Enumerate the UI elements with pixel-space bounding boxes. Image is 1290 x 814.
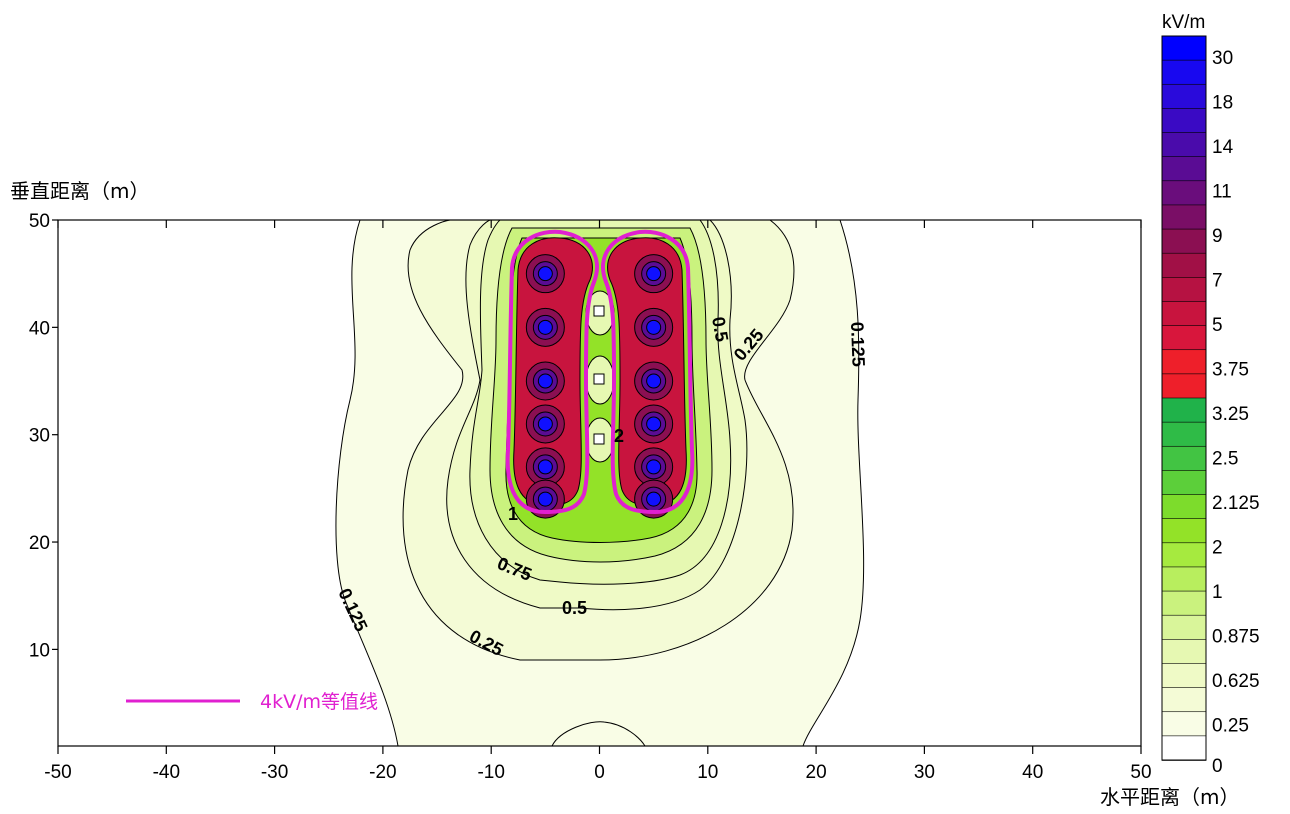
colorbar-swatch	[1161, 156, 1207, 182]
x-tick-label: -10	[477, 762, 504, 783]
colorbar-swatch	[1161, 566, 1207, 592]
source-point	[537, 491, 553, 507]
source-point	[646, 373, 662, 389]
contour-label: 1	[508, 504, 518, 524]
source-point	[537, 319, 553, 335]
y-tick-label: 50	[29, 211, 50, 232]
x-axis: -50 -40 -30 -20 -10 0 10 20 30 40 50	[44, 220, 1152, 783]
colorbar-swatch	[1161, 204, 1207, 230]
colorbar-label: 1	[1212, 582, 1223, 603]
iso-4kv-right	[601, 229, 695, 515]
colorbar-swatch	[1161, 542, 1207, 568]
colorbar-swatch	[1161, 228, 1207, 254]
x-tick-label: 0	[594, 762, 605, 783]
y-axis-title: 垂直距离（m）	[10, 179, 149, 203]
source-point	[646, 266, 662, 282]
colorbar-swatch	[1161, 132, 1207, 158]
y-tick-label: 40	[29, 318, 50, 339]
colorbar-swatch	[1161, 35, 1207, 61]
colorbar-label: 5	[1212, 315, 1223, 336]
colorbar-swatch	[1161, 687, 1207, 713]
plot-area	[58, 220, 1141, 746]
colorbar-label: 0.875	[1212, 627, 1260, 648]
legend-label: 4kV/m等值线	[260, 691, 378, 713]
colorbar-swatch	[1161, 445, 1207, 472]
colorbar-swatch	[1161, 397, 1207, 423]
colorbar-swatch	[1161, 663, 1207, 689]
iso-4kv-left	[505, 229, 599, 515]
colorbar-swatch	[1161, 83, 1207, 110]
ground-contour	[551, 721, 646, 746]
colorbar-swatch	[1161, 373, 1207, 399]
colorbar-label: 2.5	[1212, 449, 1238, 470]
contour-label: 0.5	[562, 598, 587, 618]
colorbar-swatch	[1161, 180, 1207, 206]
source-point	[646, 491, 662, 507]
y-axis: 50 40 30 20 10	[29, 211, 58, 661]
x-tick-label: -20	[369, 762, 396, 783]
colorbar-swatch	[1161, 639, 1207, 665]
colorbar-swatch	[1161, 421, 1207, 448]
source-point	[537, 459, 553, 475]
colorbar-swatch	[1161, 470, 1207, 496]
colorbar-label: 2.125	[1212, 493, 1260, 514]
center-islands	[585, 290, 615, 463]
source-point	[537, 416, 553, 432]
source-point	[646, 416, 662, 432]
colorbar-swatch	[1161, 301, 1207, 327]
colorbar: kV/m 30 18 14 11 9 7 5 3.75 3.25 2.5 2.125 2 1 0.875 0…	[1161, 12, 1260, 777]
source-point	[646, 459, 662, 475]
contour-label: 2	[614, 426, 624, 446]
x-tick-label: 10	[697, 762, 718, 783]
colorbar-label: 11	[1212, 182, 1232, 203]
y-tick-label: 20	[29, 533, 50, 554]
y-tick-label: 30	[29, 426, 50, 447]
colorbar-label: 7	[1212, 271, 1223, 292]
colorbar-swatch	[1161, 711, 1207, 737]
colorbar-swatch	[1161, 735, 1207, 761]
colorbar-swatch	[1161, 590, 1207, 616]
colorbar-swatch	[1161, 325, 1207, 351]
x-tick-label: 20	[806, 762, 827, 783]
x-axis-title: 水平距离（m）	[1100, 785, 1239, 809]
x-tick-label: 40	[1022, 762, 1043, 783]
legend: 4kV/m等值线	[126, 691, 378, 713]
colorbar-label: 2	[1212, 538, 1223, 559]
colorbar-swatch	[1161, 614, 1207, 641]
colorbar-swatch	[1161, 277, 1207, 303]
source-point	[537, 266, 553, 282]
colorbar-label: 0.25	[1212, 716, 1249, 737]
source-point	[537, 373, 553, 389]
colorbar-swatch	[1161, 108, 1207, 134]
x-tick-label: 50	[1130, 762, 1151, 783]
colorbar-label: 18	[1212, 93, 1233, 114]
x-tick-label: -50	[44, 762, 71, 783]
colorbar-label: 3.25	[1212, 404, 1249, 425]
colorbar-label: 14	[1212, 137, 1234, 158]
colorbar-label: 0.625	[1212, 671, 1260, 692]
colorbar-label: 3.75	[1212, 360, 1249, 381]
contour-label: 0.5	[708, 315, 732, 343]
colorbar-swatch	[1161, 252, 1207, 279]
contour-label: 0.125	[847, 321, 869, 367]
y-tick-label: 10	[29, 640, 50, 661]
colorbar-swatch	[1161, 494, 1207, 520]
colorbar-unit: kV/m	[1162, 12, 1205, 33]
colorbar-swatch	[1161, 59, 1207, 86]
x-tick-label: -40	[153, 762, 180, 783]
source-point	[646, 319, 662, 335]
colorbar-frame	[1161, 35, 1207, 761]
colorbar-label: 30	[1212, 48, 1233, 69]
colorbar-label: 0	[1212, 756, 1223, 777]
colorbar-swatch	[1161, 518, 1207, 544]
colorbar-swatch	[1161, 349, 1207, 375]
x-tick-label: 30	[914, 762, 935, 783]
x-tick-label: -30	[261, 762, 288, 783]
colorbar-label: 9	[1212, 226, 1223, 247]
